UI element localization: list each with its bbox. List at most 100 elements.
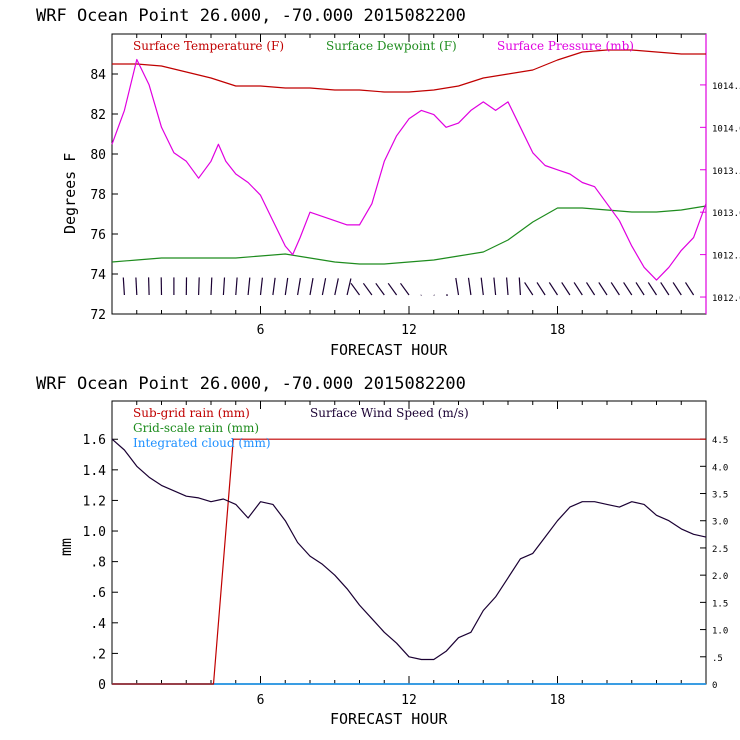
wind-barb xyxy=(585,282,596,296)
bottom-y2-tick-label: 2.0 xyxy=(712,572,728,582)
bottom-y-tick-label: .6 xyxy=(90,586,106,601)
bottom-y2-tick-label: 1.5 xyxy=(712,599,728,609)
bottom-x-tick-label: 6 xyxy=(257,693,265,708)
top-y-tick-label: 84 xyxy=(90,68,106,83)
bottom-y-tick-label: .8 xyxy=(90,556,106,571)
wind-barb xyxy=(346,278,352,296)
wind-barb xyxy=(350,282,360,296)
temperature-line xyxy=(112,49,706,93)
top-x-axis-label: FORECAST HOUR xyxy=(330,341,448,359)
wind-barb xyxy=(272,277,276,296)
top-x-tick-label: 6 xyxy=(257,323,265,338)
bottom-y2-tick-label: 1.0 xyxy=(712,627,728,637)
bottom-y2-tick-label: 2.5 xyxy=(712,545,728,555)
wind-barb xyxy=(387,282,398,296)
wind-barb xyxy=(672,282,682,296)
wind-barb xyxy=(573,282,583,296)
bottom-y2-tick-label: 3.5 xyxy=(712,491,728,501)
bottom-y2-tick-label: 4.5 xyxy=(712,436,728,446)
bottom-x-tick-label: 18 xyxy=(550,693,566,708)
bottom-y-tick-label: .2 xyxy=(90,647,106,662)
top-y2-tick-label: 1014.0 xyxy=(712,124,740,134)
top-y2-tick-label: 1012.5 xyxy=(712,252,740,262)
bottom-x-axis-label: FORECAST HOUR xyxy=(330,710,448,728)
bottom-y2-tick-label: 0 xyxy=(712,681,717,691)
wind-barb xyxy=(561,282,571,296)
wind-barb xyxy=(493,277,497,296)
wind-barb xyxy=(506,277,509,296)
wind-barb xyxy=(455,277,460,296)
top-y-tick-label: 76 xyxy=(90,228,106,243)
top-y2-tick-label: 1014.5 xyxy=(712,82,740,92)
wind-barb xyxy=(198,277,200,296)
top-y-tick-label: 78 xyxy=(90,188,106,203)
wind-barb xyxy=(259,277,263,296)
top-y-tick-label: 80 xyxy=(90,148,106,163)
wind-speed-line xyxy=(111,438,707,661)
top-y2-tick-label: 1013.0 xyxy=(712,209,740,219)
bottom-y-tick-label: 1.2 xyxy=(83,494,106,509)
top-x-tick-label: 18 xyxy=(550,323,566,338)
wind-barb xyxy=(647,282,658,296)
wind-barb xyxy=(235,277,238,296)
wind-barb xyxy=(684,282,695,296)
wind-barb xyxy=(148,277,150,296)
legend-gridscale-rain: Grid-scale rain (mm) xyxy=(133,421,259,435)
subgrid-rain-line xyxy=(112,438,706,685)
temperature-panel: WRF Ocean Point 26.000, -70.000 20150822… xyxy=(36,6,740,359)
wind-barb xyxy=(598,282,608,296)
wind-barb xyxy=(480,277,484,296)
wind-barb xyxy=(135,277,138,296)
dewpoint-line xyxy=(111,205,707,265)
wind-barb xyxy=(623,282,633,296)
wind-barbs xyxy=(122,277,695,296)
wind-barb xyxy=(635,282,645,296)
wind-barb xyxy=(297,277,301,296)
wind-barb xyxy=(467,277,472,296)
bottom-y-tick-label: 1.0 xyxy=(83,525,106,540)
legend-integrated-cloud: Integrated cloud (mm) xyxy=(133,436,271,450)
wind-barb xyxy=(122,277,125,296)
wind-barb xyxy=(334,278,339,296)
top-y2-tick-label: 1012.0 xyxy=(712,294,740,304)
legend-subgrid-rain: Sub-grid rain (mm) xyxy=(133,406,250,420)
bottom-y2-tick-label: 3.0 xyxy=(712,518,728,528)
wind-barb xyxy=(222,277,226,296)
bottom-y-tick-label: .4 xyxy=(90,617,106,632)
legend-temperature: Surface Temperature (F) xyxy=(133,39,284,53)
wind-barb xyxy=(518,277,521,296)
bottom-y-axis-label: mm xyxy=(57,538,75,556)
bottom-y-tick-label: 1.6 xyxy=(83,433,106,448)
wind-barb xyxy=(610,282,620,296)
legend-wind-speed: Surface Wind Speed (m/s) xyxy=(310,406,469,420)
top-y-tick-label: 72 xyxy=(90,308,106,323)
top-chart-title: WRF Ocean Point 26.000, -70.000 20150822… xyxy=(36,6,466,26)
wind-barb xyxy=(536,282,546,296)
bottom-y-tick-label: 1.4 xyxy=(83,464,107,479)
wind-barb xyxy=(321,278,327,296)
bottom-y2-tick-label: .5 xyxy=(712,654,723,664)
bottom-chart-title: WRF Ocean Point 26.000, -70.000 20150822… xyxy=(36,374,466,394)
precip-panel: WRF Ocean Point 26.000, -70.000 20150822… xyxy=(36,374,728,728)
wind-barb xyxy=(548,282,559,296)
top-y-tick-label: 82 xyxy=(90,108,106,123)
wind-barb xyxy=(400,282,410,296)
wind-barb xyxy=(660,282,670,296)
top-x-tick-label: 12 xyxy=(401,323,417,338)
pressure-line xyxy=(111,58,707,281)
legend-pressure: Surface Pressure (mb) xyxy=(497,39,634,53)
top-y-tick-label: 74 xyxy=(90,268,106,283)
wind-barb xyxy=(375,282,385,296)
wind-barb xyxy=(309,277,314,296)
wind-barb xyxy=(284,277,289,296)
bottom-x-tick-label: 12 xyxy=(401,693,417,708)
wind-barb xyxy=(524,282,534,296)
wind-barb xyxy=(247,277,251,296)
legend-dewpoint: Surface Dewpoint (F) xyxy=(326,39,457,53)
wind-barb xyxy=(362,282,373,296)
top-y-axis-label: Degrees F xyxy=(61,153,79,234)
bottom-y-tick-label: 0 xyxy=(98,678,106,693)
wind-barb xyxy=(210,277,213,296)
top-y2-tick-label: 1013.5 xyxy=(712,167,740,177)
